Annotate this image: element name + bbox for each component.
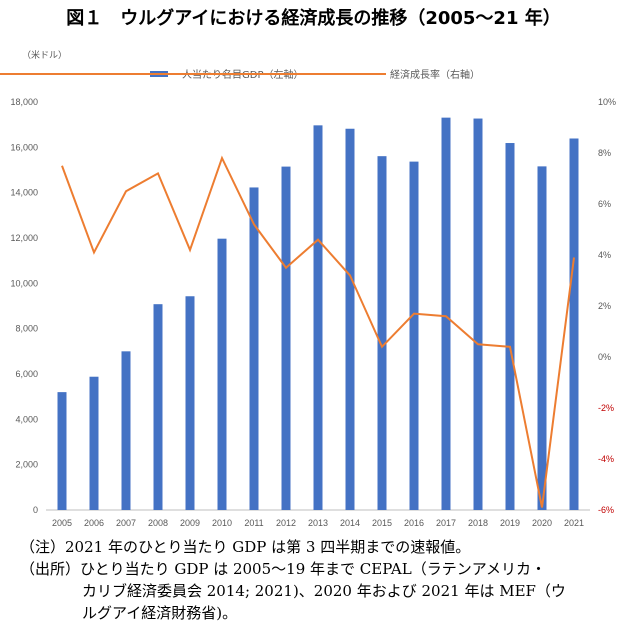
note-label: （注） <box>20 538 66 556</box>
bar <box>121 351 131 510</box>
source-label: （出所） <box>20 560 81 578</box>
x-axis-ticks: 2005 2006 2007 2008 2009 2010 2011 2012 2013 2014… <box>52 518 584 528</box>
bar <box>57 392 67 510</box>
source-text: ルグアイ経済財務省)。 <box>82 604 238 622</box>
x-tick-label: 2020 <box>532 518 552 528</box>
left-tick-label: 8,000 <box>15 324 38 334</box>
left-tick-label: 4,000 <box>15 414 38 424</box>
bar <box>281 166 291 510</box>
x-tick-label: 2017 <box>436 518 456 528</box>
chart: （米ドル） 一人当たり名目GDP（左軸） 経済成長率（右軸） 0 2,000 4,0… <box>0 49 616 528</box>
right-tick-label: 6% <box>598 199 611 209</box>
x-tick-label: 2013 <box>308 518 328 528</box>
right-tick-label: -6% <box>598 505 614 515</box>
x-tick-label: 2019 <box>500 518 520 528</box>
bar <box>505 143 515 510</box>
x-tick-label: 2010 <box>212 518 232 528</box>
source-text: カリブ経済委員会 2014; 2021)、2020 年および 2021 年は M… <box>82 582 566 600</box>
x-tick-label: 2009 <box>180 518 200 528</box>
source-line: ルグアイ経済財務省)。 <box>20 602 620 624</box>
left-tick-label: 6,000 <box>15 369 38 379</box>
x-tick-label: 2014 <box>340 518 360 528</box>
bar <box>345 128 355 510</box>
left-axis-ticks: 0 2,000 4,000 6,000 8,000 10,000 12,000 14,000 1… <box>10 97 38 515</box>
right-tick-label: 2% <box>598 301 611 311</box>
growth-line <box>61 155 575 508</box>
x-tick-label: 2018 <box>468 518 488 528</box>
bar <box>153 304 163 510</box>
note-line: （注） 2021 年のひとり当たり GDP は第 3 四半期までの速報値。 <box>20 536 620 558</box>
legend-label-growth: 経済成長率（右軸） <box>390 68 480 81</box>
left-tick-label: 18,000 <box>10 97 38 107</box>
right-tick-label: 10% <box>598 97 616 107</box>
left-tick-label: 12,000 <box>10 233 38 243</box>
left-tick-label: 14,000 <box>10 188 38 198</box>
x-tick-label: 2011 <box>244 518 263 528</box>
left-axis-unit: （米ドル） <box>22 49 67 61</box>
source-line: カリブ経済委員会 2014; 2021)、2020 年および 2021 年は M… <box>20 580 620 602</box>
note-text: 2021 年のひとり当たり GDP は第 3 四半期までの速報値。 <box>65 538 471 556</box>
right-tick-label: -4% <box>598 454 614 464</box>
right-tick-label: 8% <box>598 148 611 158</box>
legend: 一人当たり名目GDP（左軸） 経済成長率（右軸） <box>0 68 480 81</box>
x-tick-label: 2007 <box>116 518 136 528</box>
bar <box>185 296 195 510</box>
bar <box>537 166 547 510</box>
bar <box>89 376 99 510</box>
right-tick-label: -2% <box>598 403 614 413</box>
source-text: ひとり当たり GDP は 2005〜19 年まで CEPAL（ラテンアメリカ・ <box>80 560 546 578</box>
bar <box>313 125 323 510</box>
right-tick-label: 4% <box>598 250 611 260</box>
bar <box>569 138 579 510</box>
x-tick-label: 2016 <box>404 518 424 528</box>
left-tick-label: 0 <box>33 505 38 515</box>
x-tick-label: 2006 <box>84 518 104 528</box>
notes: （注） 2021 年のひとり当たり GDP は第 3 四半期までの速報値。 （出… <box>20 536 620 624</box>
left-tick-label: 10,000 <box>10 278 38 288</box>
right-tick-label: 0% <box>598 352 611 362</box>
bar <box>249 187 259 510</box>
x-tick-label: 2021 <box>564 518 584 528</box>
x-tick-label: 2012 <box>276 518 296 528</box>
left-tick-label: 2,000 <box>15 460 38 470</box>
bar <box>473 118 483 511</box>
x-tick-label: 2005 <box>52 518 72 528</box>
x-tick-label: 2015 <box>372 518 392 528</box>
growth-line-group <box>61 155 575 508</box>
chart-title: 図１ ウルグアイにおける経済成長の推移（2005〜21 年） <box>66 8 561 29</box>
bars-group <box>57 117 579 511</box>
bar <box>409 161 419 510</box>
bar <box>377 156 387 510</box>
bar <box>441 117 451 510</box>
right-axis-ticks: -6% -4% -2% 0% 2% 4% 6% 8% 10% <box>598 97 616 515</box>
bar <box>217 238 227 510</box>
left-tick-label: 16,000 <box>10 142 38 152</box>
x-tick-label: 2008 <box>148 518 168 528</box>
source-line: （出所） ひとり当たり GDP は 2005〜19 年まで CEPAL（ラテンア… <box>20 558 620 580</box>
